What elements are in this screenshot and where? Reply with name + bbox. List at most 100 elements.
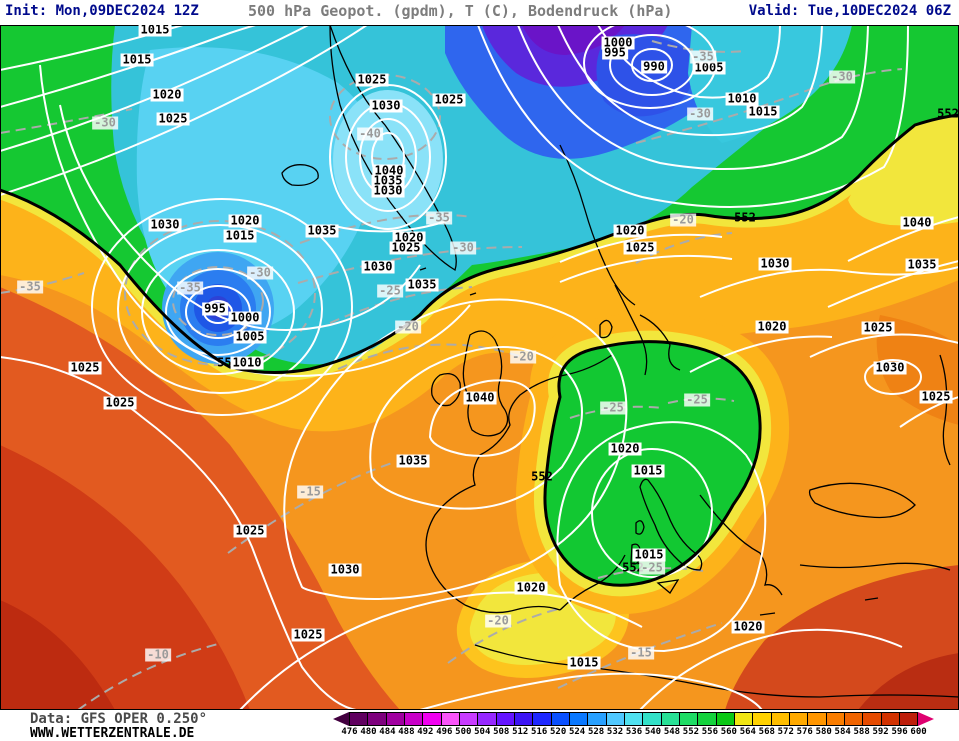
temperature-contour-label: -15 [628,645,654,660]
colorbar-value-label: 568 [758,727,775,737]
temperature-contour-label: -20 [485,613,511,628]
colorbar-swatch [880,712,899,726]
pressure-contour-label: 1030 [369,98,403,113]
colorbar-swatch [898,712,919,726]
map-footer: Data: GFS OPER 0.250° WWW.WETTERZENTRALE… [0,710,959,741]
colorbar-swatch [422,712,441,726]
colorbar-swatch [458,712,478,726]
temperature-contour-label: -35 [17,279,43,294]
pressure-contour-label: 1025 [233,523,267,538]
colorbar-value-label: 576 [796,727,813,737]
pressure-contour-label: 1005 [692,60,726,75]
pressure-contour-label: 1020 [150,87,184,102]
colorbar-swatch [715,712,734,726]
pressure-contour-label: 1035 [371,173,405,188]
pressure-contour-label: 1035 [905,257,939,272]
colorbar-swatch [385,712,404,726]
colorbar-value-label: 588 [853,727,870,737]
colorbar-value-label: 600 [910,727,927,737]
pressure-contour-label: 1040 [463,390,497,405]
colorbar-swatch [825,712,844,726]
colorbar-left-arrow-icon [333,712,349,726]
pressure-contour-label: 1030 [148,217,182,232]
data-source-label: Data: GFS OPER 0.250° [30,711,208,727]
pressure-contour-label: 1020 [514,580,548,595]
colorbar-value-label: 532 [606,727,624,737]
pressure-contour-label: 1010 [725,91,759,106]
pressure-contour-label: 1040 [900,215,934,230]
pressure-contour-label: 1020 [755,319,789,334]
temperature-contour-label: -30 [92,115,118,130]
pressure-contour-label: 1015 [632,547,666,562]
pressure-contour-label: 1015 [567,655,601,670]
colorbar-swatch [678,712,698,726]
pressure-contour-label: 1020 [228,213,262,228]
temperature-contour-label: -30 [829,69,855,84]
temperature-contour-label: -20 [510,349,536,364]
pressure-contour-label: 1025 [291,627,325,642]
pressure-contour-label: 1020 [608,441,642,456]
colorbar-labels: 476 480 484 488 492 496 500 504 508 512 516 520 524 5… [340,727,928,737]
pressure-contour-label: 1025 [432,92,466,107]
pressure-contour-label: 1025 [156,111,190,126]
pressure-contour-label: 1025 [103,395,137,410]
temperature-contour-label: -30 [450,240,476,255]
colorbar-swatch [862,712,881,726]
colorbar-swatch [587,712,606,726]
colorbar-swatch [843,712,863,726]
colorbar-swatch [403,712,423,726]
colorbar-value-label: 564 [739,727,756,737]
temperature-contour-label: -35 [690,49,716,64]
temperature-contour-label: -25 [377,283,403,298]
pressure-contour-label: 1005 [233,329,267,344]
geopotential-contour-label: 552 [734,210,756,225]
colorbar-value-label: 572 [777,727,794,737]
colorbar-swatch [788,712,808,726]
pressure-contour-label: 1015 [631,463,665,478]
temperature-contour-label: -10 [145,647,171,662]
colorbar-value-label: 484 [379,727,396,737]
map-area: 552 552 552 552 552 1015 1015 1020 1025 1025 1030 1… [0,25,959,710]
colorbar-value-label: 584 [834,727,851,737]
pressure-contour-label: 1015 [223,228,257,243]
pressure-contour-label: 1035 [405,277,439,292]
colorbar-value-label: 520 [550,727,567,737]
colorbar-right-arrow-icon [918,712,934,726]
colorbar-value-label: 480 [360,727,377,737]
colorbar-swatch [367,712,386,726]
pressure-contour-label: 1025 [919,389,953,404]
pressure-contour-label: 1035 [305,223,339,238]
pressure-contour-label: 1030 [371,183,405,198]
colorbar-value-label: 596 [891,727,908,737]
colorbar-value-label: 496 [436,727,453,737]
pressure-contour-label: 1030 [328,562,362,577]
colorbar-swatch [440,712,459,726]
colorbar-swatches [349,712,919,726]
temperature-contour-label: -25 [600,400,626,415]
colorbar-swatch [477,712,496,726]
contour-labels-layer: 552 552 552 552 552 1015 1015 1020 1025 1025 1030 1… [0,25,959,710]
geopotential-colorbar: 476 480 484 488 492 496 500 504 508 512 516 520 524 5… [333,712,943,740]
pressure-contour-label: 1000 [228,310,262,325]
pressure-contour-label: 1015 [120,52,154,67]
colorbar-value-label: 536 [625,727,643,737]
map-header: Init: Mon,09DEC2024 12Z 500 hPa Geopot. … [0,0,959,25]
pressure-contour-label: 1030 [873,360,907,375]
colorbar-value-label: 504 [474,727,491,737]
pressure-contour-label: 1015 [746,104,780,119]
colorbar-value-label: 540 [644,727,662,737]
colorbar-swatch [660,712,679,726]
colorbar-swatch [770,712,789,726]
temperature-contour-label: -25 [639,560,665,575]
pressure-contour-label: 1030 [361,259,395,274]
colorbar-value-label: 508 [493,727,510,737]
colorbar-value-label: 552 [682,727,700,737]
colorbar-value-label: 560 [720,727,737,737]
temperature-contour-label: -35 [177,280,203,295]
colorbar-value-label: 528 [587,727,605,737]
pressure-contour-label: 1020 [731,619,765,634]
pressure-contour-label: 995 [202,301,228,316]
pressure-contour-label: 1025 [623,240,657,255]
colorbar-swatch [349,712,368,726]
